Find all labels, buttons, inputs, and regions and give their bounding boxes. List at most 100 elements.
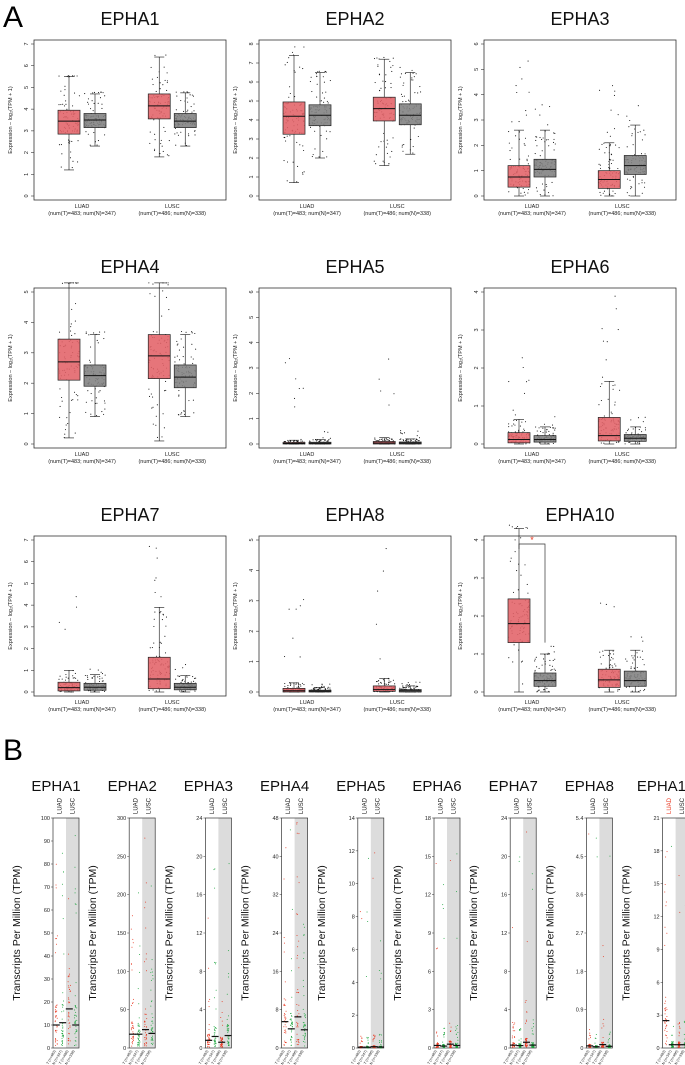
box-tumor [57, 681, 81, 692]
gene-title: EPHA4 [260, 778, 309, 795]
box-normal [533, 672, 557, 687]
y-tick-label: 18 [425, 816, 431, 822]
data-point [296, 822, 298, 824]
data-point [614, 384, 616, 386]
data-point [66, 417, 68, 419]
data-point [632, 662, 634, 664]
data-point [55, 1038, 57, 1040]
data-point [514, 424, 516, 426]
data-point [543, 423, 546, 425]
y-tick-label: 8 [276, 1008, 279, 1014]
data-point [55, 884, 57, 886]
category-label: LUAD [210, 797, 216, 814]
data-point [613, 128, 616, 130]
data-point [540, 430, 542, 433]
data-point [296, 913, 298, 915]
data-point [324, 71, 327, 73]
data-point [411, 77, 413, 79]
data-point [525, 1040, 527, 1042]
data-point [295, 608, 297, 610]
chart-title: EPHA10 [545, 505, 614, 525]
data-point [56, 1043, 58, 1045]
data-point [546, 186, 548, 188]
data-point [399, 432, 402, 434]
data-point [382, 440, 384, 442]
data-point [516, 570, 518, 572]
y-tick-label: 1 [24, 669, 30, 672]
y-axis-label: Expression – log₂(TPM + 1) [8, 334, 14, 402]
data-point [55, 1016, 57, 1018]
data-point [302, 1022, 304, 1024]
data-point [546, 428, 548, 431]
data-point [144, 837, 146, 839]
box-normal [173, 682, 197, 691]
data-point [284, 1018, 286, 1020]
data-point [304, 1033, 306, 1035]
data-point [526, 941, 528, 943]
data-point [185, 331, 187, 333]
data-point [104, 674, 106, 676]
data-point [153, 119, 155, 121]
y-tick-label: 16 [501, 893, 507, 899]
data-point [513, 1036, 515, 1038]
y-tick-label: 200 [117, 893, 126, 899]
data-point [609, 664, 612, 666]
data-point [617, 689, 619, 691]
data-point [407, 99, 410, 101]
data-point [290, 1012, 292, 1014]
data-point [176, 95, 178, 97]
data-point [617, 114, 619, 116]
y-tick-label: 8 [199, 969, 202, 975]
data-point [508, 131, 510, 133]
x-count-label: (num(T)=486; num(N)=338) [138, 459, 206, 465]
data-point [366, 911, 368, 913]
data-point [152, 396, 154, 398]
data-point [85, 401, 87, 403]
data-point [390, 82, 392, 85]
data-point [62, 1004, 64, 1006]
data-point [291, 908, 293, 910]
data-point [643, 186, 646, 188]
data-point [214, 1041, 216, 1043]
data-point [75, 1015, 77, 1017]
data-point [636, 652, 638, 654]
data-point [598, 163, 600, 165]
data-point [538, 689, 540, 691]
data-point [227, 1042, 229, 1044]
data-point [618, 689, 620, 691]
x-count-label: (num(T)=483; num(N)=347) [498, 707, 566, 713]
data-point [381, 1040, 383, 1042]
data-point [132, 938, 134, 940]
data-point [300, 685, 302, 687]
data-point [309, 126, 312, 128]
data-point [299, 605, 301, 607]
data-point [184, 664, 187, 666]
data-point [550, 645, 552, 647]
data-point [644, 416, 646, 418]
data-point [516, 187, 518, 189]
data-point [137, 988, 139, 990]
data-point [74, 1005, 76, 1007]
data-point [221, 1037, 223, 1039]
data-point [605, 603, 607, 606]
data-point [137, 1025, 139, 1027]
data-point [609, 135, 611, 137]
data-point [156, 76, 158, 78]
data-point [59, 416, 61, 418]
data-point [641, 431, 643, 433]
data-point [152, 83, 154, 86]
data-point [549, 659, 551, 662]
data-point [627, 430, 629, 432]
data-point [303, 934, 305, 936]
data-point [145, 901, 147, 903]
data-point [68, 1043, 70, 1045]
data-point [518, 121, 520, 123]
data-point [536, 666, 538, 668]
data-point [551, 181, 553, 183]
data-point [642, 658, 644, 661]
y-tick-label: 2 [474, 614, 480, 617]
data-point [68, 1016, 70, 1018]
x-count-label: (num(T)=483; num(N)=347) [48, 707, 116, 713]
data-point [96, 144, 98, 146]
